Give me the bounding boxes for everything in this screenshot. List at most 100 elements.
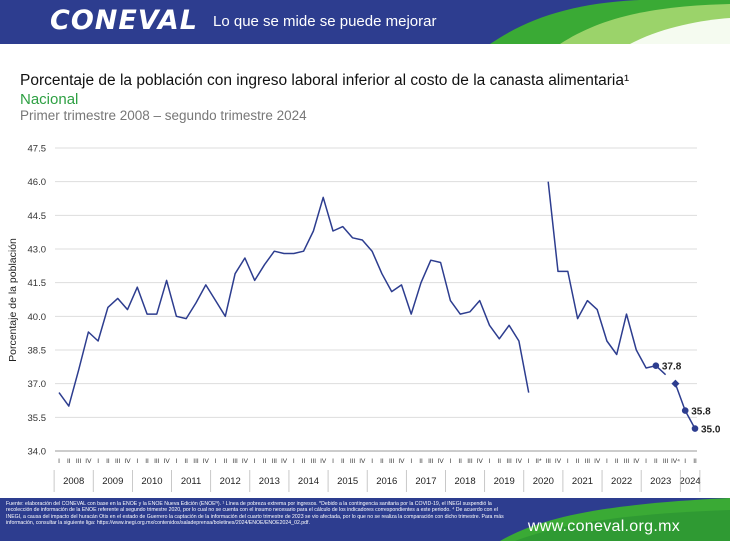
year-label: 2015 xyxy=(337,476,358,487)
x-tick-label: I xyxy=(293,458,295,465)
year-label: 2009 xyxy=(102,476,123,487)
x-tick-label: III xyxy=(232,458,238,465)
x-tick-label: II xyxy=(654,458,658,465)
header-bar: CONEVAL Lo que se mide se puede mejorar xyxy=(0,0,730,44)
line-chart: 34.0 35.5 37.0 38.5 40.0 41.5 43.0 44.5 46.0 47.5… xyxy=(7,144,721,492)
data-labels: 37.8 35.8 35.0 xyxy=(662,362,721,436)
x-tick-label: II xyxy=(615,458,619,465)
year-label: 2020 xyxy=(533,476,554,487)
x-tick-label: IV xyxy=(164,458,171,465)
footer-source-note: Fuente: elaboración del CONEVAL con base… xyxy=(6,501,504,527)
x-tick-label: IV⁴ xyxy=(671,458,680,465)
x-tick-label: II xyxy=(458,458,462,465)
year-label: 2018 xyxy=(454,476,475,487)
x-tick-label: IV xyxy=(477,458,484,465)
x-tick-label: I xyxy=(58,458,60,465)
x-tick-label: I xyxy=(645,458,647,465)
point-marker xyxy=(691,425,699,432)
x-tick-label: II xyxy=(263,458,267,465)
y-tick-label: 47.5 xyxy=(28,144,47,155)
y-axis-ticks: 34.0 35.5 37.0 38.5 40.0 41.5 43.0 44.5 46.0 47.5 xyxy=(28,144,47,458)
website-link[interactable]: www.coneval.org.mx xyxy=(527,518,680,535)
chart-period: Primer trimestre 2008 – segundo trimestr… xyxy=(20,108,307,123)
chart-subtitle: Nacional xyxy=(20,91,79,108)
year-label: 2014 xyxy=(298,476,319,487)
x-tick-label: III xyxy=(311,458,317,465)
x-tick-label: IV xyxy=(438,458,445,465)
x-tick-label: I xyxy=(332,458,334,465)
x-tick-label: III xyxy=(76,458,82,465)
x-tick-label: I xyxy=(528,458,530,465)
x-tick-label: IV xyxy=(359,458,366,465)
x-tick-label: III xyxy=(624,458,630,465)
year-label: 2013 xyxy=(259,476,280,487)
coneval-logo: CONEVAL xyxy=(50,5,198,36)
x-tick-label: III xyxy=(350,458,356,465)
x-tick-label: IV xyxy=(398,458,405,465)
x-tick-label: IV xyxy=(85,458,92,465)
x-tick-label: I xyxy=(136,458,138,465)
chart-title: Porcentaje de la población con ingreso l… xyxy=(20,72,630,89)
year-label: 2016 xyxy=(376,476,397,487)
grid-lines xyxy=(55,147,697,452)
x-tick-label: II xyxy=(145,458,149,465)
header-slogan: Lo que se mide se puede mejorar xyxy=(213,13,437,30)
point-marker xyxy=(681,407,689,414)
x-tick-label: III xyxy=(428,458,434,465)
x-tick-label: III xyxy=(115,458,121,465)
x-tick-label: II xyxy=(497,458,501,465)
x-tick-label: II xyxy=(419,458,423,465)
series-group xyxy=(58,181,699,432)
data-label: 35.8 xyxy=(691,407,711,418)
footer-decoration xyxy=(500,498,730,541)
x-tick-label: III xyxy=(272,458,278,465)
y-tick-label: 34.0 xyxy=(28,447,47,458)
y-tick-label: 38.5 xyxy=(28,346,47,357)
y-tick-label: 43.0 xyxy=(28,245,47,256)
x-tick-label: I xyxy=(254,458,256,465)
x-tick-label: II xyxy=(693,458,697,465)
year-label: 2017 xyxy=(415,476,436,487)
x-tick-label: III xyxy=(389,458,395,465)
y-tick-label: 41.5 xyxy=(28,278,47,289)
year-label: 2011 xyxy=(181,476,201,487)
x-tick-label: I xyxy=(410,458,412,465)
x-tick-label: III xyxy=(154,458,160,465)
x-tick-label: IV xyxy=(594,458,601,465)
x-tick-label: IV xyxy=(242,458,249,465)
footer-bar: Fuente: elaboración del CONEVAL con base… xyxy=(0,498,730,541)
y-tick-label: 46.0 xyxy=(28,177,47,188)
x-tick-label: III xyxy=(663,458,669,465)
x-tick-label: IV xyxy=(555,458,562,465)
x-tick-label: III xyxy=(467,458,473,465)
y-axis-label: Porcentaje de la población xyxy=(7,238,19,362)
x-tick-label: II xyxy=(380,458,384,465)
x-tick-label: IV xyxy=(281,458,288,465)
x-tick-label: II xyxy=(341,458,345,465)
x-tick-label: II* xyxy=(535,458,542,465)
x-tick-label: II xyxy=(302,458,306,465)
x-tick-label: II xyxy=(224,458,228,465)
series-line xyxy=(547,181,667,376)
x-tick-label: I xyxy=(97,458,99,465)
y-tick-label: 37.0 xyxy=(28,379,47,390)
x-tick-label: III xyxy=(193,458,199,465)
year-label: 2010 xyxy=(141,476,162,487)
x-tick-label: III xyxy=(585,458,591,465)
x-tick-label: II xyxy=(67,458,71,465)
x-tick-label: I xyxy=(606,458,608,465)
x-tick-label: I xyxy=(215,458,217,465)
year-label: 2008 xyxy=(63,476,84,487)
year-label: 2012 xyxy=(220,476,241,487)
header-decoration xyxy=(490,0,730,44)
x-tick-label: I xyxy=(176,458,178,465)
x-tick-label: I xyxy=(684,458,686,465)
y-tick-label: 44.5 xyxy=(28,211,47,222)
x-tick-label: I xyxy=(567,458,569,465)
x-axis: I II III IV I II III IV I II III IV I II III IV I II III IV… xyxy=(53,458,701,492)
x-tick-label: IV xyxy=(124,458,131,465)
y-tick-label: 40.0 xyxy=(28,312,47,323)
x-tick-label: II xyxy=(106,458,110,465)
year-label: 2022 xyxy=(611,476,632,487)
year-label: 2021 xyxy=(572,476,593,487)
